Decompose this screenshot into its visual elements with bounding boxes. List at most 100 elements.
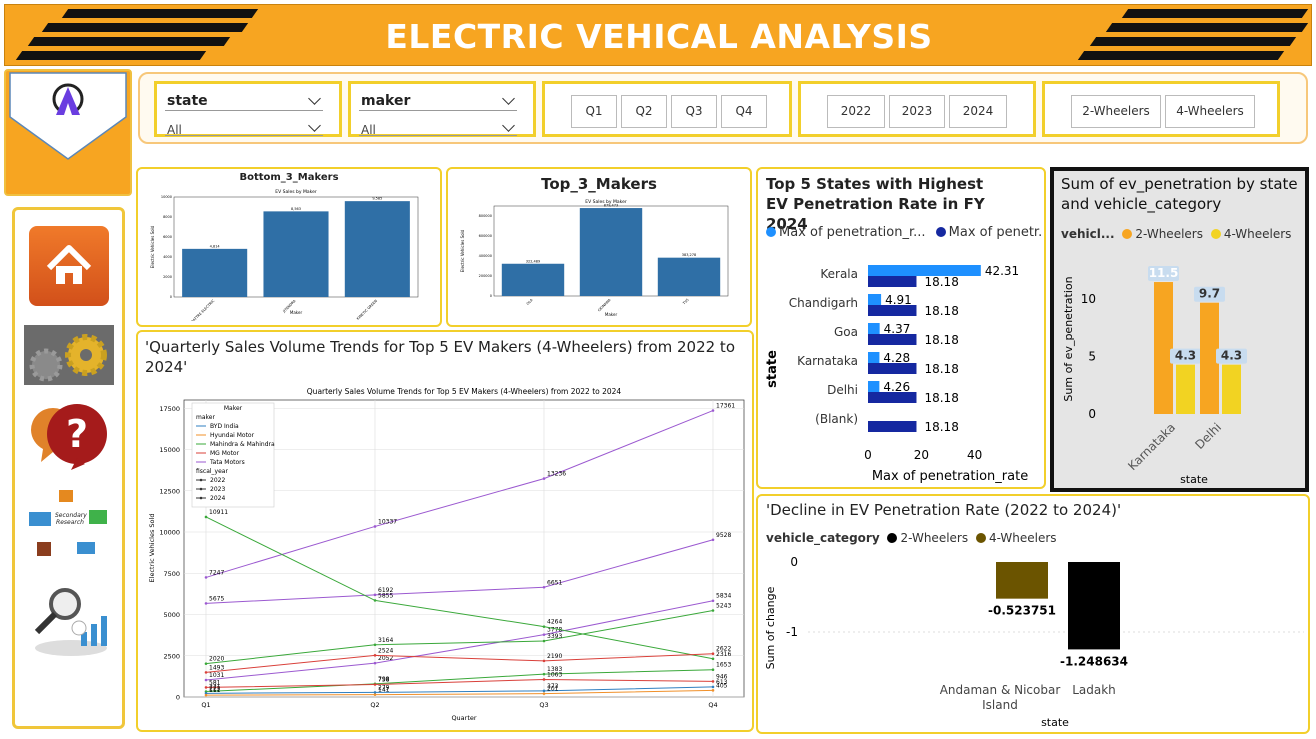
4-wheelers-button[interactable]: 4-Wheelers <box>1165 95 1255 128</box>
state-slicer-label: state <box>167 93 208 109</box>
page-title: ELECTRIC VEHICAL ANALYSIS <box>385 17 933 56</box>
logo-panel <box>4 69 132 196</box>
bar-max-penetration-a <box>868 352 880 363</box>
state-slicer-value[interactable]: All <box>165 116 323 137</box>
top-5-states-panel: Top 5 States with Highest EV Penetration… <box>756 167 1046 489</box>
x-tick-label: Ladakh <box>1072 683 1116 697</box>
data-label: 581 <box>209 679 221 686</box>
x-tick-label: Delhi <box>1192 420 1224 452</box>
logo-letter-a-icon <box>56 87 80 115</box>
data-label: 2190 <box>547 653 562 660</box>
bar-value-label: 18.18 <box>924 391 958 405</box>
data-point <box>711 689 715 692</box>
legend-marker <box>199 487 203 491</box>
chevron-down-icon <box>502 119 515 132</box>
q1-button[interactable]: Q1 <box>571 95 617 128</box>
bar-max-penetration-a <box>868 381 880 392</box>
bar-value-label: 879,473 <box>604 204 618 208</box>
data-point <box>204 576 208 579</box>
q4-button[interactable]: Q4 <box>721 95 767 128</box>
research-infographic-icon[interactable]: Secondary Research <box>27 488 111 558</box>
header-banner: ELECTRIC VEHICAL ANALYSIS <box>4 4 1312 66</box>
y-axis-label: Sum of change <box>764 586 777 669</box>
legend-item: BYD India <box>210 423 239 430</box>
legend-group-title: maker <box>196 414 215 421</box>
state-slicer-dropdown[interactable]: state <box>165 91 323 111</box>
2-wheelers-button[interactable]: 2-Wheelers <box>1071 95 1161 128</box>
maker-slicer-label: maker <box>361 93 411 109</box>
bar-value-label: 4.3 <box>1221 349 1242 363</box>
data-point <box>373 654 377 657</box>
vehicle-category-slicer: 2-Wheelers 4-Wheelers <box>1042 81 1280 137</box>
series-line <box>205 516 714 660</box>
bar-max-penetration-b <box>868 392 917 403</box>
data-point <box>542 477 546 480</box>
panel-title: 'Decline in EV Penetration Rate (2022 to… <box>766 501 1122 519</box>
bar-max-penetration-b <box>868 276 917 287</box>
bar-value-label: 4.37 <box>884 322 911 336</box>
data-label-bg <box>1170 348 1201 364</box>
bar-value-label: 4.26 <box>883 380 910 394</box>
legend-marker <box>199 496 203 500</box>
logo-badge <box>9 72 127 160</box>
bar-value-label: 383,278 <box>682 253 696 257</box>
series-line <box>205 689 714 696</box>
x-tick-label: OKINAWA <box>597 297 612 312</box>
panel-title: Bottom_3_Makers <box>239 172 339 183</box>
help-question-icon[interactable]: ? <box>25 400 115 475</box>
bar-value-label: 4.91 <box>885 293 912 307</box>
data-label: 13236 <box>547 471 566 478</box>
category-label: Chandigarh <box>789 296 858 310</box>
data-point <box>204 515 208 519</box>
data-label: 946 <box>716 673 728 680</box>
data-label: 2622 <box>716 646 731 653</box>
top-3-makers-panel: Top_3_Makers EV Sales by Maker 0 200000 40… <box>446 167 752 327</box>
data-point <box>711 609 715 612</box>
side-nav: ? Secondary Research <box>12 207 125 729</box>
data-label: 10337 <box>378 518 397 525</box>
data-label: 613 <box>716 679 728 686</box>
data-point <box>373 643 377 647</box>
bar-value-label: 18.18 <box>924 362 958 376</box>
y-axis-label: Sum of ev_penetration <box>1062 276 1075 401</box>
data-label: 6651 <box>547 579 562 586</box>
analytics-magnifier-icon[interactable] <box>29 580 113 660</box>
maker-slicer-dropdown[interactable]: maker <box>359 91 517 111</box>
data-label: 2020 <box>209 656 224 663</box>
data-label: 5834 <box>716 593 731 600</box>
data-label: 7247 <box>209 569 224 576</box>
data-label: 201 <box>547 686 559 693</box>
year-2024-button[interactable]: 2024 <box>949 95 1007 128</box>
data-label: 223 <box>209 685 221 692</box>
data-point <box>204 671 208 674</box>
filter-bar: state All maker All Q1 Q2 Q3 Q4 2022 202… <box>138 72 1308 144</box>
data-point <box>542 639 546 643</box>
x-axis-label: Maker <box>605 312 618 317</box>
x-axis-label: state <box>1180 473 1208 486</box>
x-tick-label: Q2 <box>370 701 379 709</box>
series-line <box>205 653 714 673</box>
bar <box>344 201 410 297</box>
x-tick-label: Q3 <box>539 701 548 709</box>
home-icon[interactable] <box>29 226 109 306</box>
data-label: 1383 <box>547 666 562 673</box>
chevron-down-icon <box>502 92 515 105</box>
chart-title: Quarterly Sales Volume Trends for Top 5 … <box>307 387 622 396</box>
data-label: 10911 <box>209 509 228 516</box>
bar <box>182 248 248 297</box>
year-2022-button[interactable]: 2022 <box>827 95 885 128</box>
data-point <box>711 680 715 683</box>
data-label-bg <box>1194 286 1225 302</box>
bar-value-label: 18.18 <box>924 304 958 318</box>
maker-slicer-value[interactable]: All <box>359 116 517 137</box>
bar-2-wheelers <box>1200 302 1219 414</box>
y-tick-label: 600000 <box>479 234 492 238</box>
research-gears-icon[interactable] <box>24 325 114 385</box>
x-tick-label: 0 <box>864 448 872 462</box>
year-2023-button[interactable]: 2023 <box>889 95 945 128</box>
q3-button[interactable]: Q3 <box>671 95 717 128</box>
data-point <box>204 692 208 695</box>
q2-button[interactable]: Q2 <box>621 95 667 128</box>
y-tick-label: 0 <box>790 555 798 569</box>
